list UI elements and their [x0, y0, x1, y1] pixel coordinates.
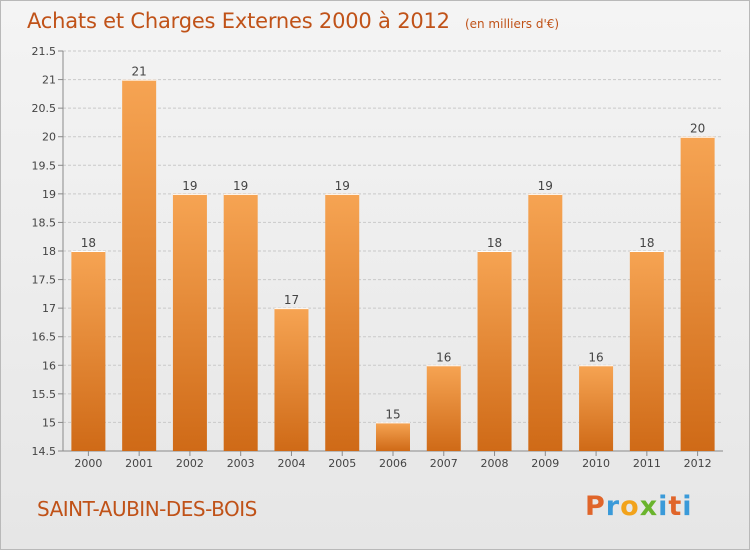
chart-title: Achats et Charges Externes 2000 à 2012 — [27, 9, 450, 33]
x-tick-label: 2003 — [227, 457, 255, 470]
x-tick-label: 2005 — [328, 457, 356, 470]
brand-letter: i — [658, 491, 669, 522]
brand-logo[interactable]: Proxiti — [585, 491, 693, 522]
bar — [629, 251, 664, 451]
label-layer: 18 21 19 19 17 19 15 16 18 19 16 18 20 — [81, 65, 706, 422]
data-label: 19 — [233, 179, 248, 193]
x-tick-label: 2006 — [379, 457, 407, 470]
data-label: 16 — [588, 350, 603, 364]
bar — [325, 193, 360, 451]
brand-letter: r — [605, 491, 621, 522]
x-tick-label: 2004 — [277, 457, 305, 470]
bar — [274, 308, 309, 451]
y-tick-label: 18.5 — [32, 216, 57, 229]
data-label: 15 — [385, 407, 400, 421]
bar — [122, 79, 157, 452]
x-tick-label: 2011 — [633, 457, 661, 470]
x-tick-label: 2007 — [430, 457, 458, 470]
x-tick-label: 2009 — [531, 457, 559, 470]
y-tick-label: 16.5 — [32, 331, 57, 344]
x-tick-label: 2001 — [125, 457, 153, 470]
data-label: 21 — [132, 65, 147, 79]
x-tick-label: 2000 — [74, 457, 102, 470]
data-label: 18 — [81, 236, 96, 250]
bar — [223, 193, 258, 451]
bar-layer — [71, 79, 715, 452]
grid-layer — [63, 50, 723, 452]
y-tick-label: 15.5 — [32, 388, 57, 401]
commune-name: SAINT-AUBIN-DES-BOIS — [37, 497, 257, 521]
y-tick-label: 19.5 — [32, 159, 57, 172]
y-tick-label: 17.5 — [32, 274, 57, 287]
y-tick-label: 19 — [42, 188, 56, 201]
bar — [579, 365, 614, 451]
bar — [172, 193, 207, 451]
data-label: 20 — [690, 122, 705, 136]
data-label: 18 — [639, 236, 654, 250]
brand-letter: x — [639, 491, 659, 522]
data-label: 18 — [487, 236, 502, 250]
bar — [426, 365, 461, 451]
bar — [528, 193, 563, 451]
brand-letter: t — [668, 491, 683, 522]
bar — [680, 136, 715, 451]
y-tick-label: 21.5 — [32, 45, 57, 58]
y-tick-label: 20.5 — [32, 102, 57, 115]
x-tick-label: 2010 — [582, 457, 610, 470]
data-label: 19 — [182, 179, 197, 193]
bar — [71, 251, 106, 451]
brand-letter: o — [620, 491, 640, 522]
y-tick-label: 21 — [42, 74, 56, 87]
data-label: 19 — [538, 179, 553, 193]
bar — [477, 251, 512, 451]
brand-letter: i — [682, 491, 693, 522]
x-tick-label: 2012 — [684, 457, 712, 470]
chart-unit-label: (en milliers d'€) — [464, 17, 560, 31]
data-label: 17 — [284, 293, 299, 307]
title-row: Achats et Charges Externes 2000 à 2012 (… — [27, 9, 559, 33]
data-label: 19 — [335, 179, 350, 193]
y-tick-label: 17 — [42, 302, 56, 315]
y-tick-label: 14.5 — [32, 445, 57, 458]
bar — [376, 422, 410, 451]
data-label: 16 — [436, 350, 451, 364]
brand-letter: P — [585, 491, 606, 522]
y-tick-label: 18 — [42, 245, 56, 258]
y-tick-label: 16 — [42, 359, 56, 372]
y-tick-label: 15 — [42, 416, 56, 429]
y-tick-label: 20 — [42, 131, 56, 144]
x-tick-label: 2008 — [481, 457, 509, 470]
x-tick-label: 2002 — [176, 457, 204, 470]
